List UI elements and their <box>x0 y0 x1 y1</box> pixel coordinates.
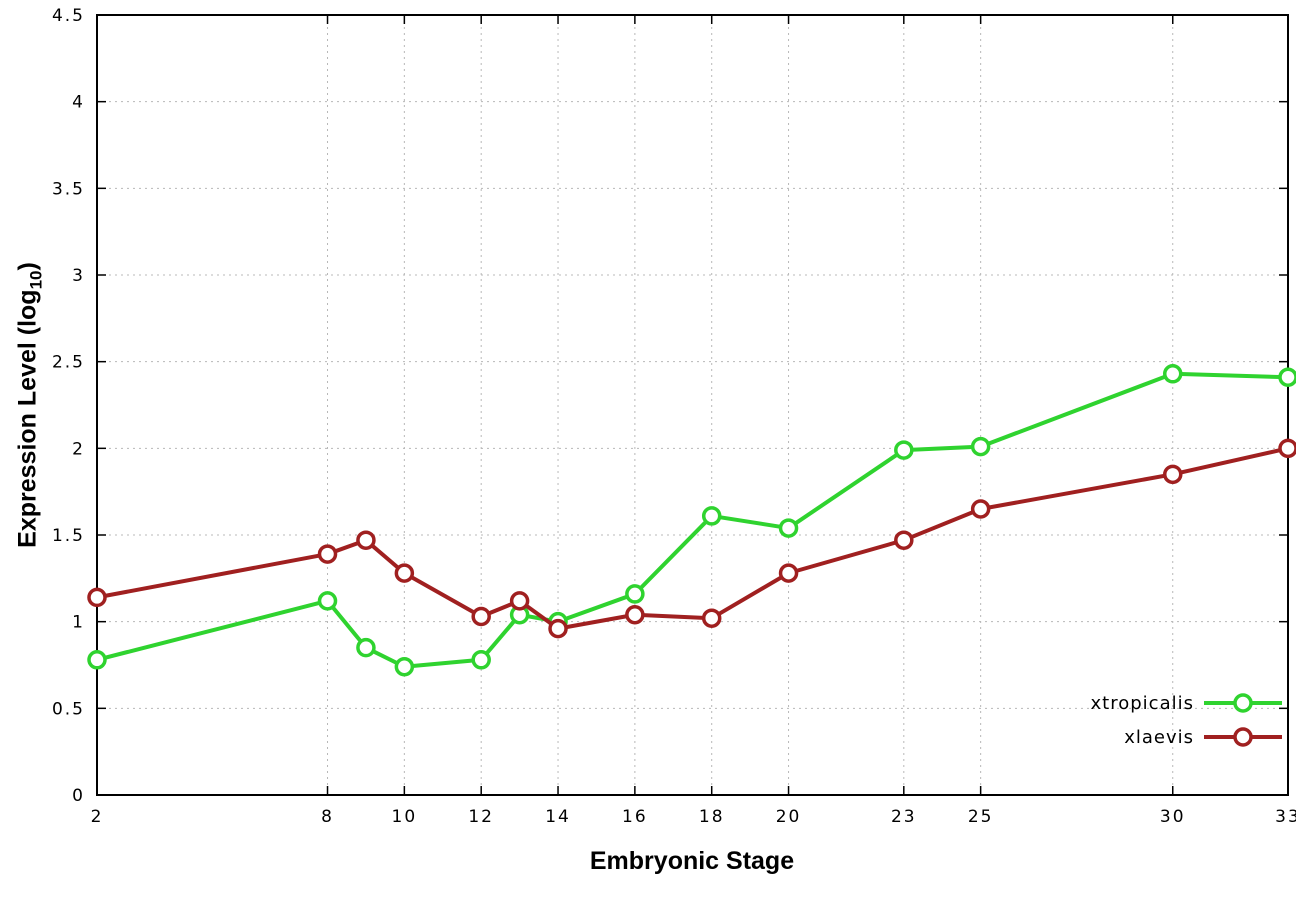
x-tick-label: 14 <box>545 807 571 827</box>
y-axis-title-close: ) <box>13 262 42 271</box>
y-tick-label: 3.5 <box>52 179 85 199</box>
y-tick-label: 2 <box>72 439 85 459</box>
x-tick-label: 30 <box>1160 807 1186 827</box>
x-tick-label: 12 <box>468 807 494 827</box>
y-tick-label: 3 <box>72 266 85 286</box>
data-point-marker-xtropicalis <box>970 436 991 457</box>
x-tick-label: 2 <box>91 807 104 827</box>
tick-marks <box>96 14 1289 796</box>
y-tick-label: 0 <box>72 786 85 806</box>
data-point-marker-xlaevis <box>894 530 914 550</box>
data-point-marker-xlaevis <box>970 499 991 519</box>
data-point-marker-xtropicalis <box>701 506 722 526</box>
y-axis-title: Expression Level (log10) <box>14 262 47 548</box>
plot-border <box>96 14 1289 796</box>
series-xtropicalis <box>87 364 1296 677</box>
legend-item-xlaevis: xlaevis <box>1124 727 1282 748</box>
y-tick-label: 1.5 <box>52 526 85 546</box>
data-point-marker-xlaevis <box>1278 438 1296 459</box>
y-tick-label: 0.5 <box>52 699 85 719</box>
x-axis-title: Embryonic Stage <box>589 847 795 875</box>
legend-label-xlaevis: xlaevis <box>1124 727 1194 748</box>
data-point-marker-xtropicalis <box>625 584 645 604</box>
data-point-marker-xlaevis <box>471 606 491 627</box>
data-point-marker-xtropicalis <box>1278 367 1296 388</box>
data-point-marker-xlaevis <box>625 604 645 625</box>
legend-marker-xtropicalis <box>1233 693 1253 713</box>
data-point-marker-xtropicalis <box>1162 364 1183 384</box>
y-tick-label: 1 <box>72 613 85 633</box>
data-point-marker-xlaevis <box>356 530 376 550</box>
data-point-marker-xtropicalis <box>356 637 376 658</box>
grid <box>96 14 1289 796</box>
x-tick-label: 18 <box>699 807 725 827</box>
y-tick-label: 4 <box>72 93 85 113</box>
data-point-marker-xtropicalis <box>394 656 415 677</box>
y-tick-label: 4.5 <box>52 6 85 26</box>
data-point-marker-xlaevis <box>394 563 415 583</box>
legend-label-xtropicalis: xtropicalis <box>1091 693 1194 714</box>
data-point-marker-xtropicalis <box>894 440 914 460</box>
legend-marker-xlaevis <box>1233 727 1253 747</box>
data-point-marker-xtropicalis <box>317 591 338 611</box>
y-tick-label: 2.5 <box>52 353 85 373</box>
data-point-marker-xlaevis <box>1162 464 1183 485</box>
data-point-marker-xlaevis <box>778 563 799 583</box>
data-point-marker-xtropicalis <box>778 518 799 538</box>
x-tick-label: 16 <box>622 807 648 827</box>
data-point-marker-xlaevis <box>548 618 568 639</box>
data-point-marker-xtropicalis <box>87 650 107 670</box>
x-tick-label: 25 <box>968 807 994 827</box>
data-point-marker-xlaevis <box>509 591 530 611</box>
data-point-marker-xlaevis <box>701 608 722 628</box>
data-point-marker-xlaevis <box>317 544 338 564</box>
x-tick-label: 20 <box>776 807 802 827</box>
legend: xtropicalis xlaevis <box>1091 693 1282 748</box>
series-line-xtropicalis <box>95 371 1290 669</box>
series-line-xlaevis <box>95 446 1290 631</box>
x-tick-label: 23 <box>891 807 917 827</box>
data-point-marker-xlaevis <box>87 587 107 608</box>
data-point-marker-xtropicalis <box>471 650 491 670</box>
x-tick-label: 8 <box>321 807 334 827</box>
legend-item-xtropicalis: xtropicalis <box>1091 693 1282 714</box>
x-tick-label: 10 <box>392 807 418 827</box>
y-axis-title-text: Expression Level (log <box>13 289 42 548</box>
y-axis-title-subscript: 10 <box>26 270 46 290</box>
x-tick-label: 33 <box>1275 807 1296 827</box>
series-xlaevis <box>87 438 1296 639</box>
